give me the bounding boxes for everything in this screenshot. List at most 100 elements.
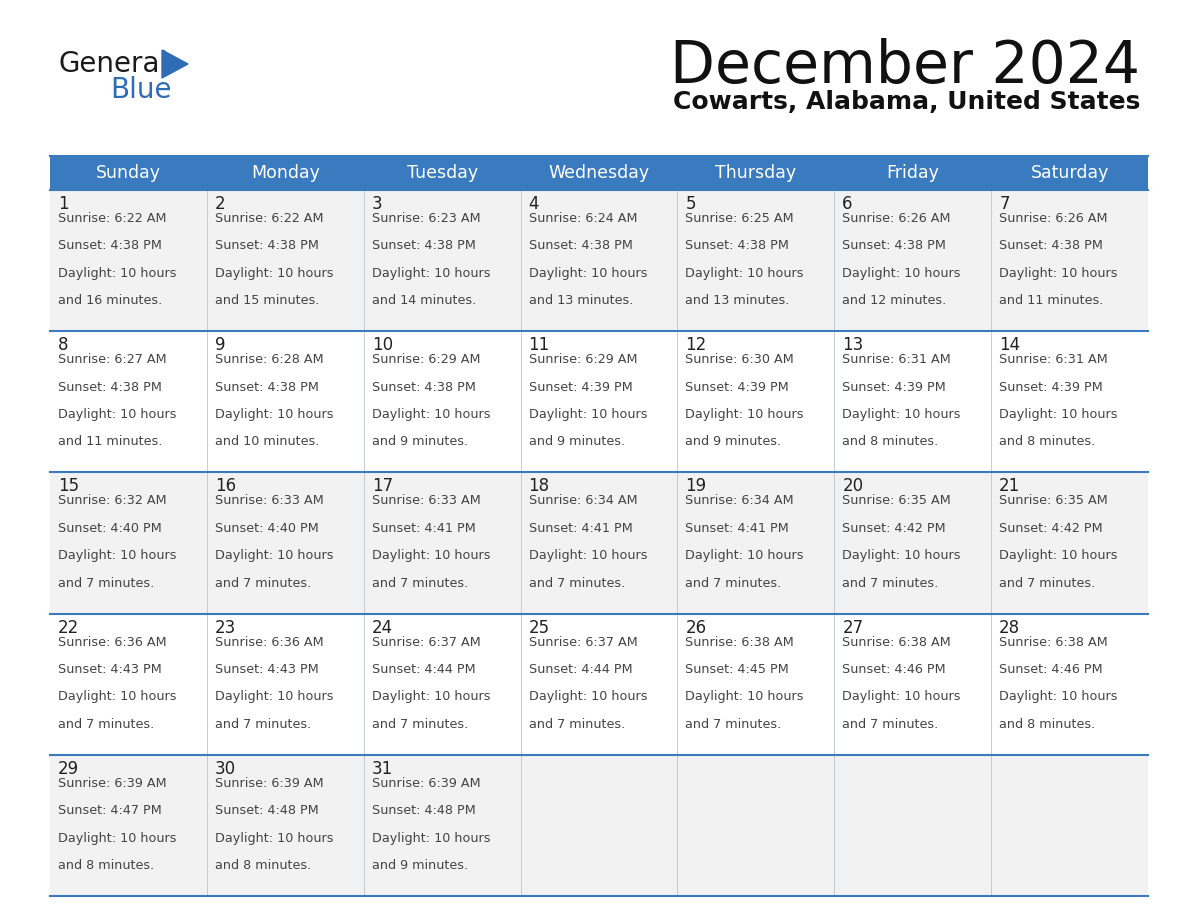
Text: Friday: Friday bbox=[886, 164, 940, 182]
Text: Sunrise: 6:36 AM: Sunrise: 6:36 AM bbox=[58, 635, 166, 649]
Text: Sunset: 4:44 PM: Sunset: 4:44 PM bbox=[529, 663, 632, 676]
Text: and 14 minutes.: and 14 minutes. bbox=[372, 295, 476, 308]
Text: Sunrise: 6:31 AM: Sunrise: 6:31 AM bbox=[842, 353, 952, 366]
Text: Daylight: 10 hours: Daylight: 10 hours bbox=[215, 832, 334, 845]
Text: Sunset: 4:48 PM: Sunset: 4:48 PM bbox=[372, 804, 475, 817]
Text: 31: 31 bbox=[372, 760, 393, 778]
Text: Sunrise: 6:33 AM: Sunrise: 6:33 AM bbox=[372, 495, 480, 508]
Text: Sunday: Sunday bbox=[96, 164, 160, 182]
Text: Sunrise: 6:27 AM: Sunrise: 6:27 AM bbox=[58, 353, 166, 366]
Text: 8: 8 bbox=[58, 336, 69, 354]
Text: and 7 minutes.: and 7 minutes. bbox=[215, 718, 311, 731]
Text: Sunrise: 6:34 AM: Sunrise: 6:34 AM bbox=[685, 495, 794, 508]
Text: Sunrise: 6:35 AM: Sunrise: 6:35 AM bbox=[842, 495, 952, 508]
Text: and 11 minutes.: and 11 minutes. bbox=[58, 435, 163, 449]
Text: and 7 minutes.: and 7 minutes. bbox=[529, 718, 625, 731]
Text: Wednesday: Wednesday bbox=[549, 164, 650, 182]
Text: Sunset: 4:38 PM: Sunset: 4:38 PM bbox=[685, 240, 789, 252]
Text: 11: 11 bbox=[529, 336, 550, 354]
Text: and 9 minutes.: and 9 minutes. bbox=[372, 859, 468, 872]
Text: 27: 27 bbox=[842, 619, 864, 636]
Text: Sunset: 4:38 PM: Sunset: 4:38 PM bbox=[215, 381, 318, 394]
Text: Sunset: 4:47 PM: Sunset: 4:47 PM bbox=[58, 804, 162, 817]
Text: and 11 minutes.: and 11 minutes. bbox=[999, 295, 1104, 308]
Text: Sunset: 4:39 PM: Sunset: 4:39 PM bbox=[999, 381, 1102, 394]
Text: Daylight: 10 hours: Daylight: 10 hours bbox=[529, 267, 647, 280]
Text: Sunrise: 6:25 AM: Sunrise: 6:25 AM bbox=[685, 212, 794, 225]
Text: Sunset: 4:45 PM: Sunset: 4:45 PM bbox=[685, 663, 789, 676]
Text: and 8 minutes.: and 8 minutes. bbox=[999, 435, 1095, 449]
Text: 25: 25 bbox=[529, 619, 550, 636]
Text: Sunrise: 6:22 AM: Sunrise: 6:22 AM bbox=[58, 212, 166, 225]
Polygon shape bbox=[162, 50, 188, 78]
Text: and 7 minutes.: and 7 minutes. bbox=[685, 577, 782, 589]
Text: Sunrise: 6:23 AM: Sunrise: 6:23 AM bbox=[372, 212, 480, 225]
Text: 26: 26 bbox=[685, 619, 707, 636]
Text: and 10 minutes.: and 10 minutes. bbox=[215, 435, 320, 449]
Text: Sunset: 4:39 PM: Sunset: 4:39 PM bbox=[842, 381, 946, 394]
Text: Sunset: 4:39 PM: Sunset: 4:39 PM bbox=[685, 381, 789, 394]
Text: Sunset: 4:40 PM: Sunset: 4:40 PM bbox=[215, 521, 318, 535]
Text: Sunset: 4:38 PM: Sunset: 4:38 PM bbox=[842, 240, 946, 252]
Text: Sunrise: 6:37 AM: Sunrise: 6:37 AM bbox=[372, 635, 480, 649]
Text: Sunrise: 6:26 AM: Sunrise: 6:26 AM bbox=[842, 212, 950, 225]
Text: Daylight: 10 hours: Daylight: 10 hours bbox=[215, 549, 334, 562]
Text: Daylight: 10 hours: Daylight: 10 hours bbox=[372, 690, 491, 703]
Text: Daylight: 10 hours: Daylight: 10 hours bbox=[529, 690, 647, 703]
Text: Sunrise: 6:39 AM: Sunrise: 6:39 AM bbox=[215, 777, 323, 789]
Text: and 7 minutes.: and 7 minutes. bbox=[529, 577, 625, 589]
Text: 9: 9 bbox=[215, 336, 226, 354]
Text: and 9 minutes.: and 9 minutes. bbox=[529, 435, 625, 449]
Text: Sunrise: 6:33 AM: Sunrise: 6:33 AM bbox=[215, 495, 323, 508]
Text: Daylight: 10 hours: Daylight: 10 hours bbox=[58, 267, 177, 280]
Text: Sunrise: 6:29 AM: Sunrise: 6:29 AM bbox=[529, 353, 637, 366]
Text: Sunrise: 6:26 AM: Sunrise: 6:26 AM bbox=[999, 212, 1107, 225]
Text: Sunset: 4:41 PM: Sunset: 4:41 PM bbox=[529, 521, 632, 535]
Text: Daylight: 10 hours: Daylight: 10 hours bbox=[999, 549, 1118, 562]
Text: Daylight: 10 hours: Daylight: 10 hours bbox=[685, 549, 804, 562]
Text: and 8 minutes.: and 8 minutes. bbox=[842, 435, 939, 449]
Text: 22: 22 bbox=[58, 619, 80, 636]
Text: Sunrise: 6:32 AM: Sunrise: 6:32 AM bbox=[58, 495, 166, 508]
Text: 24: 24 bbox=[372, 619, 393, 636]
Text: Sunset: 4:38 PM: Sunset: 4:38 PM bbox=[529, 240, 632, 252]
Text: Daylight: 10 hours: Daylight: 10 hours bbox=[999, 690, 1118, 703]
Text: and 7 minutes.: and 7 minutes. bbox=[685, 718, 782, 731]
Text: 17: 17 bbox=[372, 477, 393, 496]
Text: Daylight: 10 hours: Daylight: 10 hours bbox=[58, 409, 177, 421]
Text: 16: 16 bbox=[215, 477, 236, 496]
Text: 18: 18 bbox=[529, 477, 550, 496]
Text: Sunset: 4:46 PM: Sunset: 4:46 PM bbox=[842, 663, 946, 676]
Text: Sunset: 4:38 PM: Sunset: 4:38 PM bbox=[372, 240, 475, 252]
Text: Monday: Monday bbox=[251, 164, 320, 182]
Text: Sunset: 4:38 PM: Sunset: 4:38 PM bbox=[372, 381, 475, 394]
Bar bbox=[50, 755, 1148, 896]
Text: 5: 5 bbox=[685, 195, 696, 213]
Text: Saturday: Saturday bbox=[1030, 164, 1108, 182]
Text: Sunrise: 6:38 AM: Sunrise: 6:38 AM bbox=[842, 635, 952, 649]
Text: 30: 30 bbox=[215, 760, 236, 778]
Text: and 13 minutes.: and 13 minutes. bbox=[685, 295, 790, 308]
Text: Sunrise: 6:38 AM: Sunrise: 6:38 AM bbox=[685, 635, 795, 649]
Text: and 9 minutes.: and 9 minutes. bbox=[685, 435, 782, 449]
Text: and 8 minutes.: and 8 minutes. bbox=[215, 859, 311, 872]
Text: Daylight: 10 hours: Daylight: 10 hours bbox=[372, 549, 491, 562]
Text: Sunset: 4:44 PM: Sunset: 4:44 PM bbox=[372, 663, 475, 676]
Text: and 9 minutes.: and 9 minutes. bbox=[372, 435, 468, 449]
Text: and 7 minutes.: and 7 minutes. bbox=[58, 577, 154, 589]
Text: and 7 minutes.: and 7 minutes. bbox=[58, 718, 154, 731]
Text: Daylight: 10 hours: Daylight: 10 hours bbox=[529, 549, 647, 562]
Text: December 2024: December 2024 bbox=[670, 38, 1140, 95]
Text: and 7 minutes.: and 7 minutes. bbox=[372, 718, 468, 731]
Text: 21: 21 bbox=[999, 477, 1020, 496]
Text: 1: 1 bbox=[58, 195, 69, 213]
Text: Daylight: 10 hours: Daylight: 10 hours bbox=[842, 690, 961, 703]
Text: 10: 10 bbox=[372, 336, 393, 354]
Text: Daylight: 10 hours: Daylight: 10 hours bbox=[215, 409, 334, 421]
Text: Sunset: 4:38 PM: Sunset: 4:38 PM bbox=[215, 240, 318, 252]
Text: Daylight: 10 hours: Daylight: 10 hours bbox=[529, 409, 647, 421]
Text: and 13 minutes.: and 13 minutes. bbox=[529, 295, 633, 308]
Text: and 8 minutes.: and 8 minutes. bbox=[58, 859, 154, 872]
Text: Sunset: 4:38 PM: Sunset: 4:38 PM bbox=[999, 240, 1102, 252]
Text: 14: 14 bbox=[999, 336, 1020, 354]
